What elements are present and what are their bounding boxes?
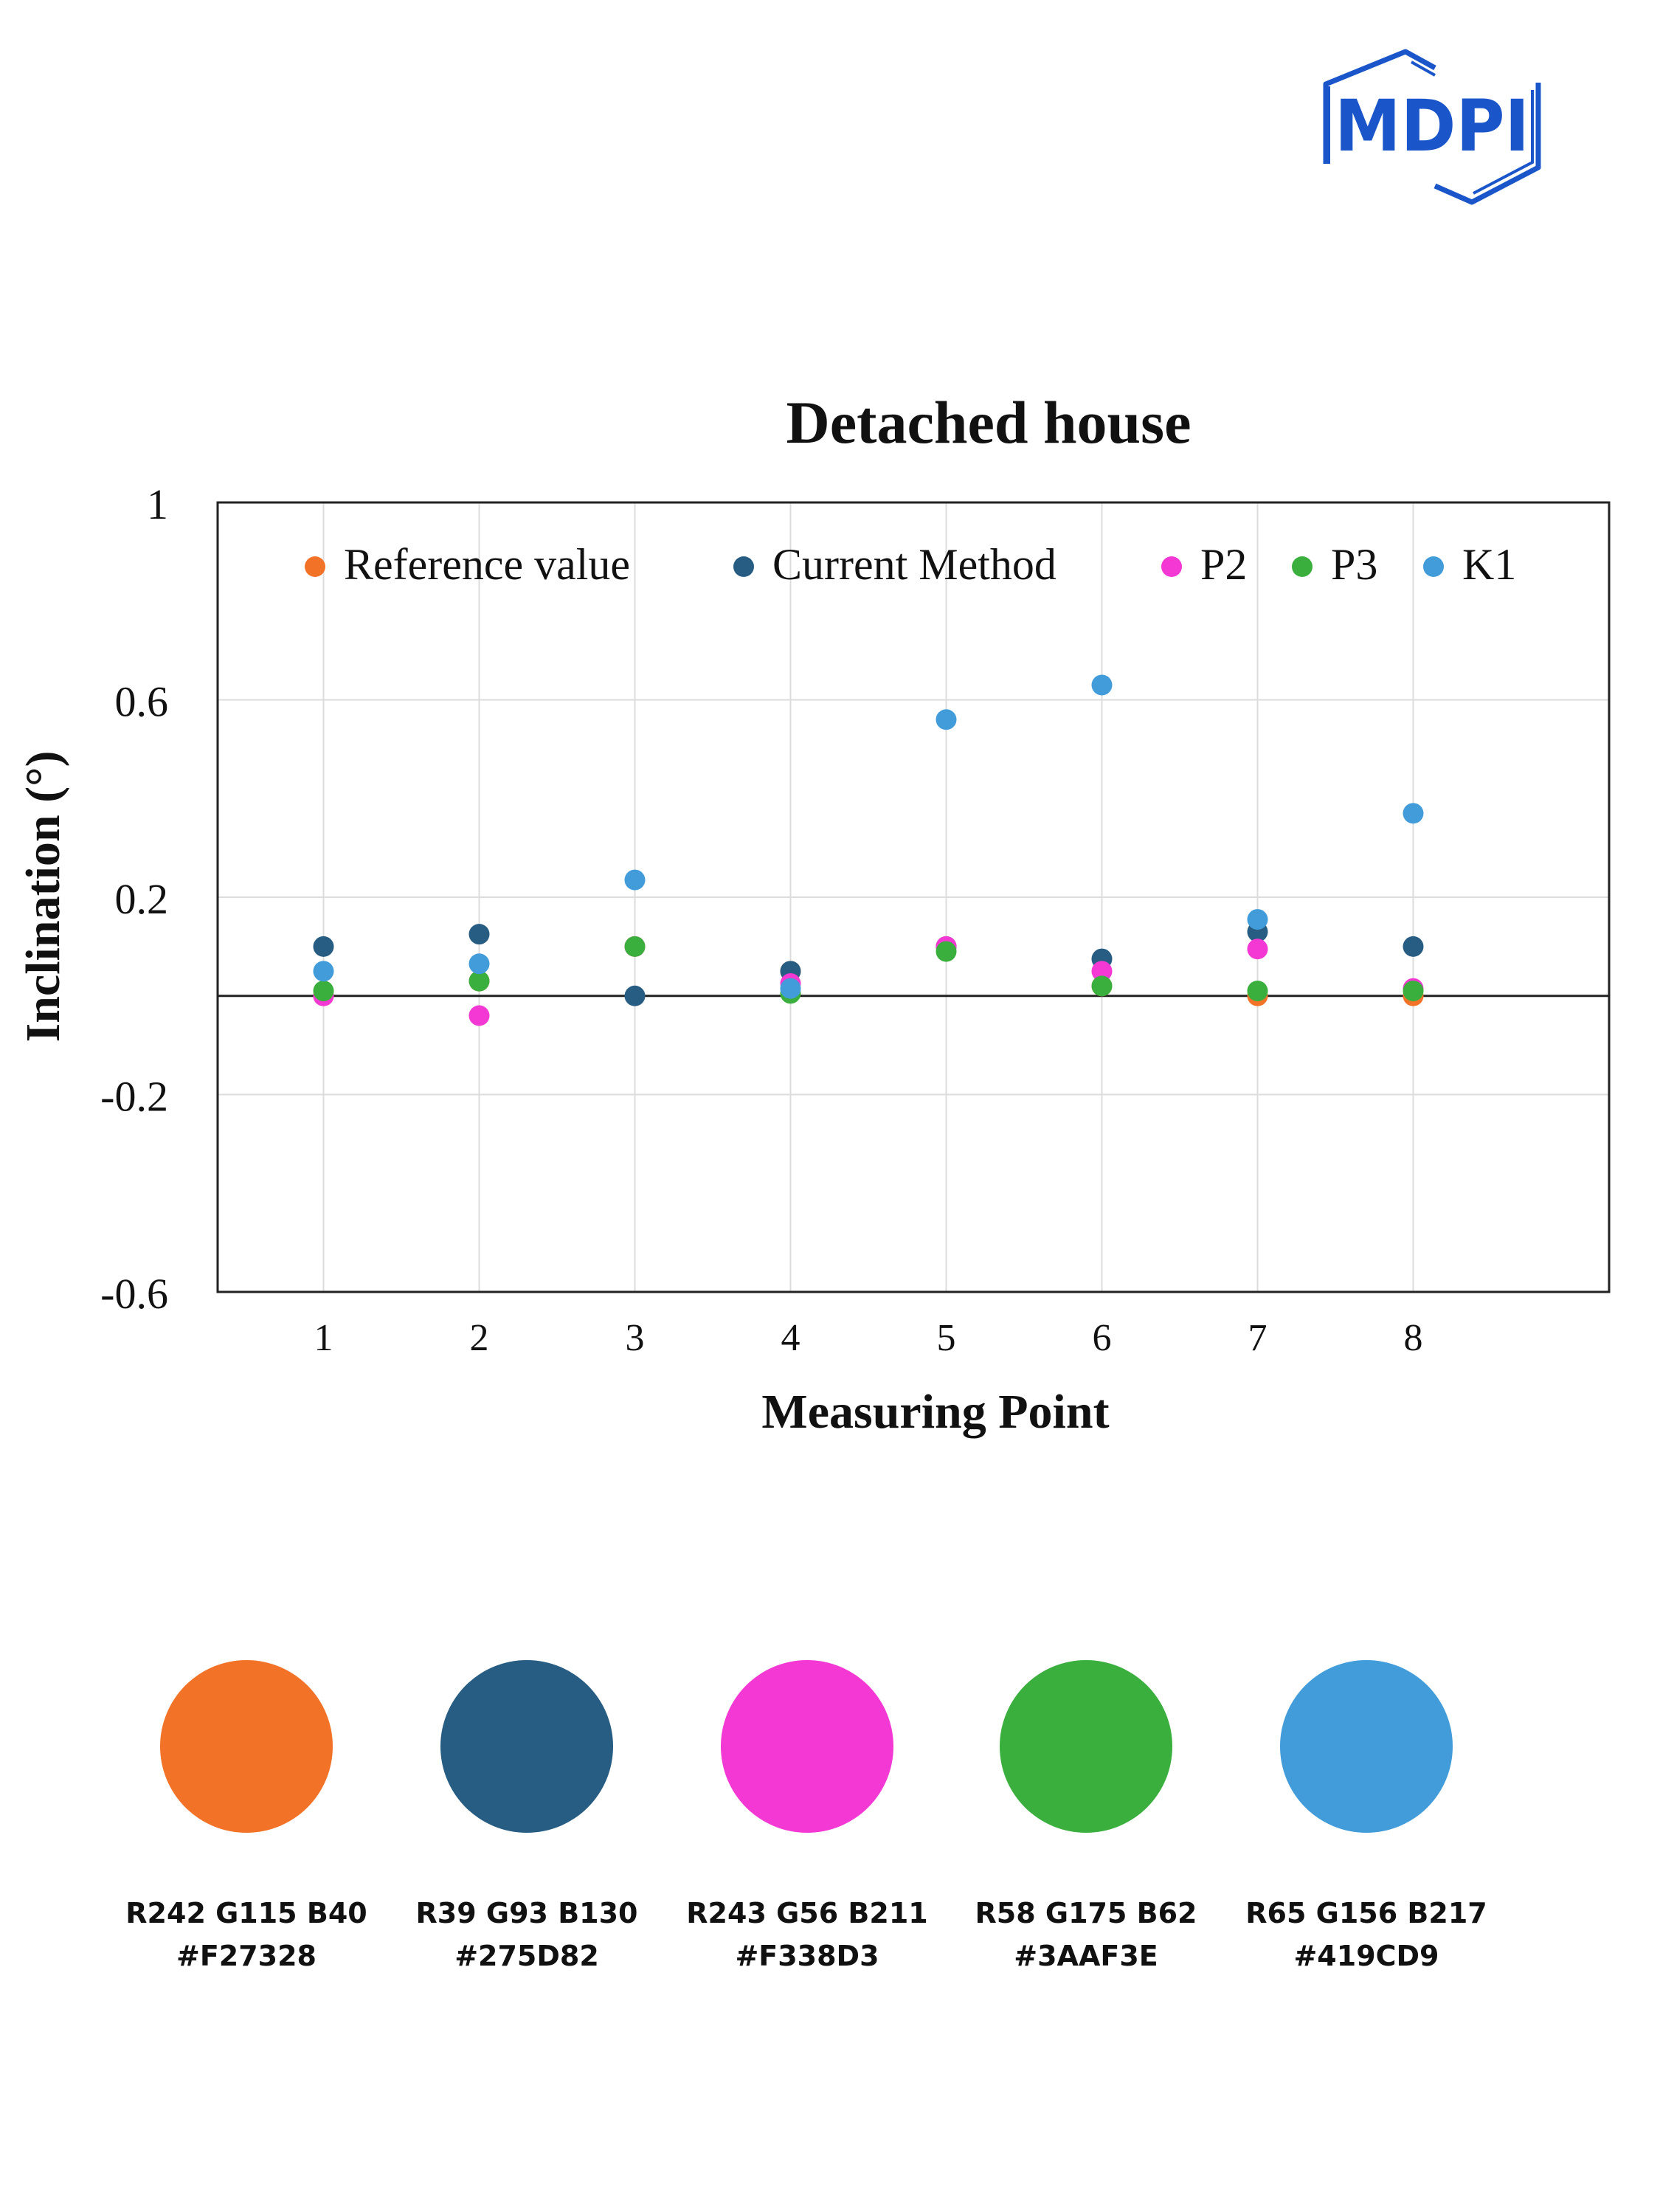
- swatch-rgb-label: R58 G175 B62: [975, 1897, 1197, 1929]
- data-point-k1: [1091, 674, 1113, 696]
- x-tick-label: 1: [314, 1317, 333, 1359]
- y-tick-label: 0.6: [115, 678, 169, 726]
- legend-marker: [1161, 556, 1182, 577]
- logo-text: MDPI: [1335, 85, 1529, 167]
- x-axis-ticks: 1 2 3 4 5 6 7 8: [314, 1317, 1423, 1359]
- legend-marker: [733, 556, 754, 577]
- grid-lines: [218, 502, 1609, 1293]
- plot-area-border: [216, 501, 1611, 1293]
- swatch-dark-blue: R39 G93 B130 #275D82: [401, 1660, 652, 1977]
- data-point-p3: [1091, 975, 1113, 997]
- legend-marker: [1423, 556, 1444, 577]
- x-tick-label: 8: [1404, 1317, 1423, 1359]
- legend-marker: [1292, 556, 1313, 577]
- legend-label: P3: [1331, 540, 1377, 589]
- swatch-hex-label: #275D82: [454, 1940, 599, 1972]
- x-tick-label: 6: [1093, 1317, 1112, 1359]
- swatch-hex-label: #F338D3: [735, 1940, 879, 1972]
- y-tick-label: -0.2: [100, 1073, 168, 1121]
- swatch-hex-label: #419CD9: [1293, 1940, 1439, 1972]
- data-point-current-method: [1403, 936, 1424, 957]
- swatch-orange: R242 G115 B40 #F27328: [121, 1660, 372, 1977]
- swatch-green: R58 G175 B62 #3AAF3E: [961, 1660, 1211, 1977]
- logo-hexagon: [1323, 49, 1541, 205]
- data-point-current-method: [468, 924, 490, 945]
- data-point-k1: [624, 869, 646, 891]
- data-point-k1: [1247, 909, 1268, 930]
- x-axis-label: Measuring Point: [761, 1385, 1109, 1439]
- data-points: [313, 674, 1424, 1026]
- swatch-dot: [1280, 1660, 1453, 1833]
- chart-title: Detached house: [786, 389, 1192, 456]
- data-point-k1: [1403, 803, 1424, 824]
- swatch-light-blue: R65 G156 B217 #419CD9: [1241, 1660, 1492, 1977]
- x-tick-label: 2: [470, 1317, 489, 1359]
- y-axis-ticks: 1 0.6 0.2 -0.2 -0.6: [100, 480, 168, 1318]
- data-point-p3: [468, 970, 490, 992]
- data-point-p3: [624, 936, 646, 957]
- y-tick-label: -0.6: [100, 1270, 168, 1318]
- swatch-hex-label: #3AAF3E: [1014, 1940, 1158, 1972]
- x-tick-label: 4: [781, 1317, 800, 1359]
- data-point-k1: [780, 978, 801, 999]
- legend-label: K1: [1462, 540, 1516, 589]
- swatch-dot: [721, 1660, 893, 1833]
- swatch-rgb-label: R39 G93 B130: [415, 1897, 638, 1929]
- x-tick-label: 5: [937, 1317, 956, 1359]
- data-point-p2: [1091, 961, 1113, 982]
- y-tick-label: 1: [147, 480, 168, 528]
- legend: Reference value Current Method P2 P3 K1: [305, 540, 1516, 589]
- data-point-p2: [468, 1005, 490, 1026]
- color-swatches: R242 G115 B40 #F27328 R39 G93 B130 #275D…: [0, 1660, 1660, 1992]
- data-point-p3: [936, 941, 957, 962]
- y-tick-label: 0.2: [115, 875, 169, 923]
- legend-marker: [305, 556, 325, 577]
- swatch-dot: [160, 1660, 333, 1833]
- swatch-magenta: R243 G56 B211 #F338D3: [682, 1660, 933, 1977]
- legend-label: P2: [1200, 540, 1247, 589]
- data-point-current-method: [313, 936, 334, 957]
- swatch-hex-label: #F27328: [176, 1940, 317, 1972]
- data-point-p3: [1403, 981, 1424, 1002]
- y-axis-label: Inclination (°): [16, 751, 70, 1043]
- data-point-current-method: [624, 985, 646, 1006]
- swatch-dot: [440, 1660, 613, 1833]
- data-point-p2: [1247, 939, 1268, 960]
- legend-label: Current Method: [772, 540, 1056, 589]
- swatch-rgb-label: R65 G156 B217: [1245, 1897, 1487, 1929]
- x-tick-label: 3: [626, 1317, 645, 1359]
- logo-hexagon-inner: [1411, 61, 1534, 195]
- data-point-k1: [468, 953, 490, 975]
- x-tick-label: 7: [1248, 1317, 1268, 1359]
- legend-label: Reference value: [344, 540, 630, 589]
- swatch-rgb-label: R243 G56 B211: [686, 1897, 928, 1929]
- data-point-p3: [1247, 981, 1268, 1002]
- data-point-p3: [313, 981, 334, 1002]
- swatch-rgb-label: R242 G115 B40: [125, 1897, 367, 1929]
- data-point-k1: [313, 961, 334, 982]
- data-point-k1: [936, 709, 957, 730]
- mdpi-logo: MDPI: [1323, 49, 1541, 205]
- swatch-dot: [1000, 1660, 1172, 1833]
